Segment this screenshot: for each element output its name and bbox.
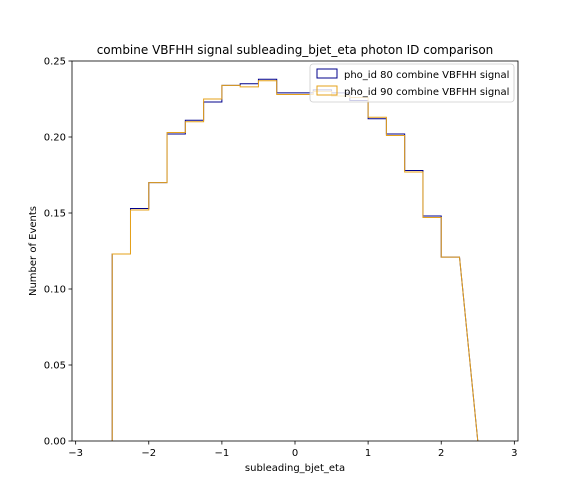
chart-title: combine VBFHH signal subleading_bjet_eta… bbox=[97, 43, 494, 57]
y-tick-label: 0.10 bbox=[44, 285, 66, 296]
x-tick-label: 3 bbox=[511, 448, 517, 459]
x-tick-label: −2 bbox=[141, 448, 156, 459]
axes-layer: −3 −2 −1 0 1 2 3 0.00 0.05 0.10 0.15 0.20 0.25 bbox=[44, 57, 518, 460]
legend: pho_id 80 combine VBFHH signal pho_id 90… bbox=[309, 63, 515, 103]
x-axis-label: subleading_bjet_eta bbox=[245, 463, 345, 474]
y-tick-label: 0.15 bbox=[44, 209, 66, 220]
legend-swatch-pho-id-80 bbox=[316, 68, 338, 79]
plot-area: −3 −2 −1 0 1 2 3 0.00 0.05 0.10 0.15 0.20 0.25 bbox=[44, 57, 519, 460]
x-tick-label: −1 bbox=[215, 448, 230, 459]
y-axis-label: Number of Events bbox=[28, 206, 39, 296]
y-tick-label: 0.05 bbox=[44, 361, 66, 372]
x-tick-label: 0 bbox=[292, 448, 298, 459]
series-layer bbox=[111, 78, 479, 442]
histogram-series-1 bbox=[111, 80, 479, 442]
x-tick-label: 1 bbox=[365, 448, 371, 459]
y-tick-label: 0.20 bbox=[44, 133, 66, 144]
plot-frame bbox=[71, 60, 519, 442]
legend-label-pho-id-90: pho_id 90 combine VBFHH signal bbox=[344, 87, 509, 98]
x-tick-label: −3 bbox=[68, 448, 83, 459]
legend-box bbox=[309, 63, 515, 103]
legend-label-pho-id-80: pho_id 80 combine VBFHH signal bbox=[344, 70, 509, 81]
legend-swatch-pho-id-90 bbox=[316, 85, 338, 96]
y-tick-label: 0.25 bbox=[44, 57, 66, 68]
x-tick-label: 2 bbox=[438, 448, 444, 459]
y-tick-label: 0.00 bbox=[44, 437, 66, 448]
